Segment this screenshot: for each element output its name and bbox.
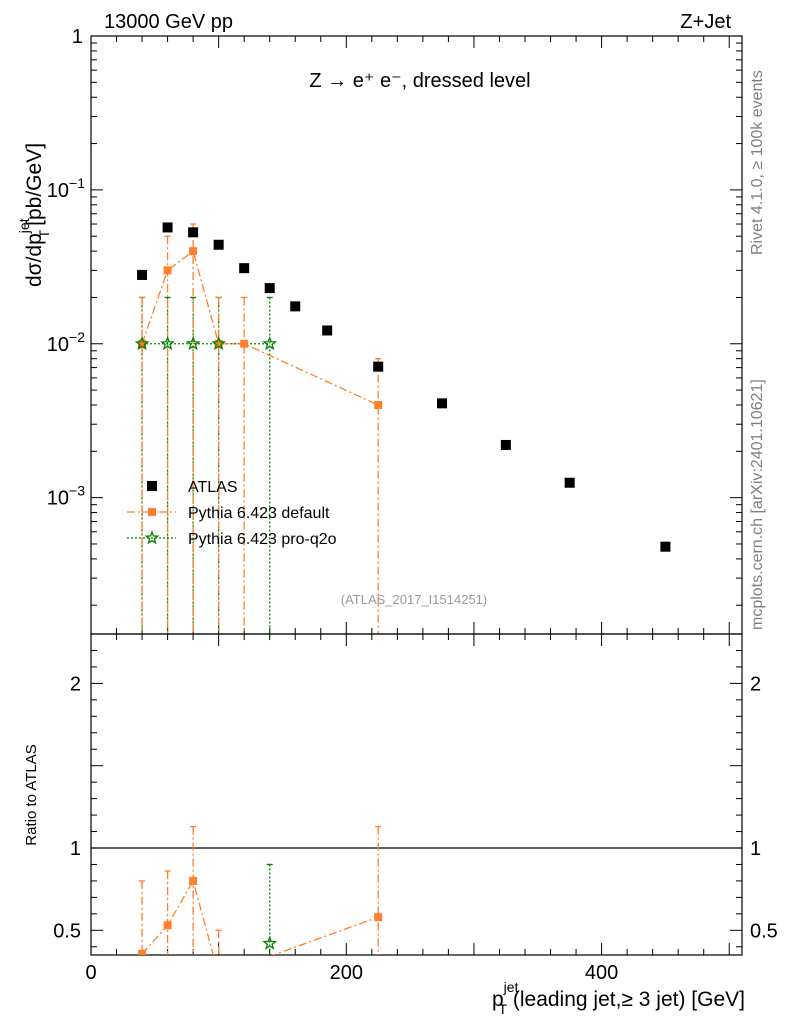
plot-title: Z → e⁺ e⁻, dressed level [309, 70, 530, 92]
main-y-axis-label: dσ/dpjet T [pb/GeV] [16, 143, 52, 287]
legend-proq2o-label: Pythia 6.423 pro-q2o [188, 531, 337, 548]
main-series-layer [134, 222, 671, 634]
ratio-default-point [138, 949, 147, 955]
legend-atlas-marker [147, 481, 157, 491]
atlas-data-point [239, 263, 250, 274]
default-point [240, 339, 249, 348]
default-point [138, 339, 147, 348]
atlas-data-point [290, 301, 301, 312]
ratio-default-point [189, 876, 198, 885]
atlas-data-point [500, 439, 511, 450]
ratio-y-tick-label-right: 2 [750, 673, 761, 695]
proq2o-point [262, 335, 278, 351]
atlas-data-point [264, 283, 275, 294]
proq2o-point [134, 335, 150, 351]
x-tick-label: 400 [585, 962, 618, 984]
y-label-unit: [pb/GeV] [23, 143, 46, 226]
ratio-y-tick-label-right: 0.5 [750, 920, 778, 942]
x-label-sub: T [498, 1001, 507, 1017]
ratio-y-tick-label-left: 0.5 [53, 920, 81, 942]
x-label-main: p [492, 988, 504, 1011]
default-point [189, 247, 198, 256]
ratio-y-tick-label-left: 1 [70, 838, 81, 860]
atlas-data-point [137, 269, 148, 280]
ratio-plot-x-ticks: 0 200 400 [85, 634, 730, 984]
x-tick-label: 0 [85, 962, 96, 984]
proq2o-point [211, 335, 227, 351]
atlas-data-point [322, 325, 333, 336]
atlas-data-point [660, 541, 671, 552]
process-label: Z+Jet [680, 11, 731, 33]
ratio-y-tick-label-right: 1 [750, 838, 761, 860]
ratio-y-axis-label: Ratio to ATLAS [23, 744, 40, 845]
mcplots-label: mcplots.cern.ch [arXiv:2401.10621] [749, 379, 766, 630]
ratio-plot-y-ticks: 0.5 0.5 1 1 2 2 [53, 633, 778, 948]
default-line [141, 250, 379, 406]
legend-atlas-label: ATLAS [188, 479, 238, 496]
default-point [214, 339, 223, 348]
ratio-default-point [215, 971, 223, 979]
ratio-series-layer [91, 825, 742, 979]
ratio-default-line [141, 879, 379, 955]
default-point [163, 266, 172, 275]
y-tick-label: 10−1 [47, 175, 85, 202]
y-label-sub: T [36, 229, 52, 238]
ratio-default-point [374, 913, 383, 922]
rivet-label: Rivet 4.1.0, ≥ 100k events [749, 70, 766, 255]
energy-label: 13000 GeV pp [104, 11, 233, 33]
analysis-watermark: (ATLAS_2017_I1514251) [341, 592, 487, 607]
legend: ATLAS Pythia 6.423 default Pythia 6.423 … [127, 479, 337, 548]
ratio-proq2o-point [262, 935, 278, 950]
x-label-rest: (leading jet,≥ 3 jet) [GeV] [507, 988, 745, 1011]
ratio-plot-frame [90, 633, 743, 956]
atlas-data-point [188, 227, 199, 238]
default-point [374, 401, 383, 410]
y-tick-label: 10−3 [47, 483, 85, 510]
legend-default-label: Pythia 6.423 default [188, 505, 330, 522]
atlas-data-point [373, 361, 384, 372]
x-tick-label: 200 [330, 962, 363, 984]
atlas-data-point [437, 398, 448, 409]
ratio-default-point [163, 921, 172, 930]
y-tick-label: 1 [72, 26, 83, 48]
svg-text:dσ/dpjetT[pb/GeV]: dσ/dpjet T [pb/GeV] [16, 143, 52, 287]
y-tick-label: 10−2 [47, 329, 85, 356]
legend-proq2o-marker [144, 530, 160, 545]
proq2o-point [160, 335, 176, 351]
proq2o-point [185, 335, 201, 351]
y-label-main: dσ/dp [23, 233, 46, 287]
main-plot-y-ticks: 1 10−1 10−2 10−3 [47, 26, 742, 606]
x-axis-label: pjet T (leading jet,≥ 3 jet) [GeV] [492, 979, 745, 1017]
ratio-y-tick-label-left: 2 [70, 673, 81, 695]
svg-text:pjetT (leading jet,≥ 3 jet) [G: pjet T (leading jet,≥ 3 jet) [GeV] [492, 979, 745, 1017]
atlas-data-point [162, 222, 173, 233]
y-label-sup: jet [16, 218, 32, 234]
atlas-data-point [213, 239, 224, 250]
legend-default-marker [148, 508, 156, 516]
x-label-sup: jet [503, 979, 519, 995]
main-plot-x-ticks [90, 36, 730, 634]
atlas-data-point [564, 477, 575, 488]
